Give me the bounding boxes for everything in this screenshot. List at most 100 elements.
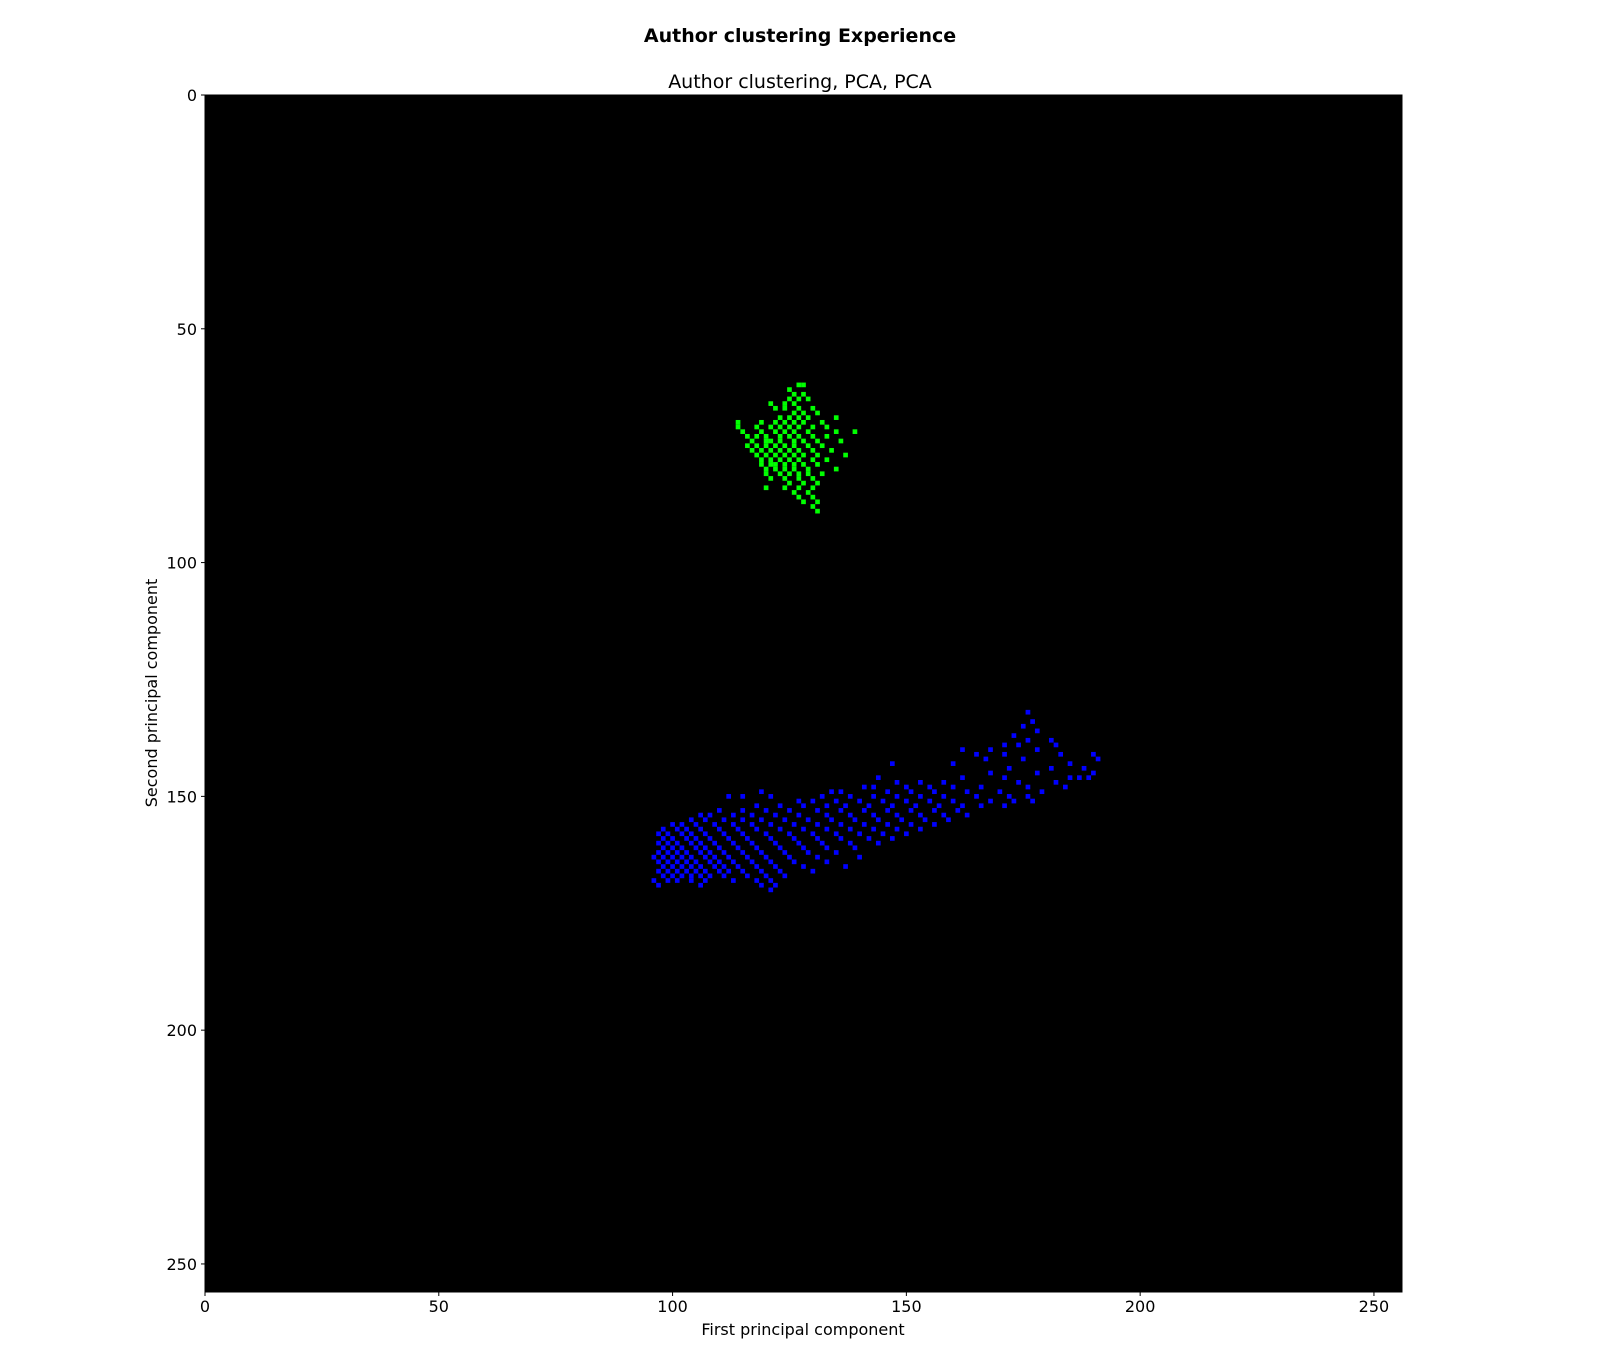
data-point-series-1 xyxy=(707,873,713,879)
data-point-series-0 xyxy=(773,443,778,449)
data-point-series-0 xyxy=(763,466,769,472)
data-point-series-1 xyxy=(861,784,867,790)
data-point-series-1 xyxy=(656,831,661,837)
data-point-series-0 xyxy=(801,419,806,425)
data-point-series-1 xyxy=(918,780,923,785)
data-point-series-1 xyxy=(712,840,717,846)
data-point-series-1 xyxy=(674,868,680,874)
data-point-series-0 xyxy=(805,415,811,420)
data-point-series-1 xyxy=(768,887,774,893)
data-point-series-1 xyxy=(894,780,900,785)
data-point-series-1 xyxy=(791,822,797,827)
data-point-series-1 xyxy=(768,878,774,883)
data-point-series-1 xyxy=(712,854,717,860)
data-point-series-1 xyxy=(693,822,699,827)
data-point-series-1 xyxy=(908,789,914,795)
data-point-series-1 xyxy=(735,826,741,832)
data-point-series-1 xyxy=(1006,765,1012,771)
data-point-series-1 xyxy=(787,831,792,837)
data-point-series-1 xyxy=(702,831,708,837)
data-point-series-1 xyxy=(679,854,685,860)
data-point-series-1 xyxy=(810,831,816,837)
data-point-series-1 xyxy=(674,878,680,883)
data-point-series-1 xyxy=(763,808,769,813)
data-point-series-1 xyxy=(740,831,746,837)
data-point-series-0 xyxy=(815,480,820,486)
data-point-series-1 xyxy=(707,812,713,818)
data-point-series-1 xyxy=(955,808,961,813)
data-point-series-1 xyxy=(702,817,708,823)
data-point-series-1 xyxy=(1034,770,1040,776)
data-point-series-1 xyxy=(768,859,774,865)
data-point-series-1 xyxy=(688,840,694,846)
data-point-series-1 xyxy=(702,845,708,851)
data-point-series-0 xyxy=(801,438,806,444)
data-point-series-1 xyxy=(978,784,984,790)
data-point-series-1 xyxy=(843,864,848,869)
data-point-series-0 xyxy=(782,405,788,411)
data-point-series-1 xyxy=(871,794,876,799)
data-point-series-0 xyxy=(796,471,802,477)
data-point-series-0 xyxy=(815,462,820,467)
data-point-series-1 xyxy=(721,817,727,823)
data-point-series-1 xyxy=(833,831,839,837)
data-point-series-1 xyxy=(829,789,834,795)
data-point-series-0 xyxy=(810,494,816,500)
data-point-series-0 xyxy=(791,401,797,406)
data-point-series-1 xyxy=(782,873,788,879)
data-point-series-0 xyxy=(787,387,792,392)
data-point-series-1 xyxy=(693,845,699,851)
data-point-series-1 xyxy=(777,868,783,874)
data-point-series-0 xyxy=(791,490,797,495)
data-point-series-1 xyxy=(749,822,755,827)
data-point-series-1 xyxy=(670,836,675,841)
data-point-series-1 xyxy=(698,864,703,869)
data-point-series-1 xyxy=(754,826,760,832)
data-point-series-1 xyxy=(875,840,881,846)
data-point-series-1 xyxy=(768,794,774,799)
data-point-series-0 xyxy=(749,438,755,444)
data-point-series-0 xyxy=(777,448,783,453)
data-point-series-1 xyxy=(908,822,914,827)
data-point-series-0 xyxy=(759,448,764,453)
data-point-series-0 xyxy=(768,401,774,406)
data-point-series-0 xyxy=(833,466,839,472)
data-point-series-1 xyxy=(679,864,685,869)
data-point-series-1 xyxy=(960,803,965,809)
data-point-series-1 xyxy=(866,836,872,841)
data-point-series-0 xyxy=(815,410,820,416)
data-point-series-0 xyxy=(810,457,816,463)
data-point-series-1 xyxy=(847,840,853,846)
data-point-series-1 xyxy=(801,864,806,869)
data-point-series-0 xyxy=(754,452,760,458)
data-point-series-0 xyxy=(777,433,783,439)
data-point-series-1 xyxy=(740,794,746,799)
data-point-series-0 xyxy=(824,424,830,430)
data-point-series-1 xyxy=(871,812,876,818)
data-point-series-0 xyxy=(801,382,806,388)
data-point-series-1 xyxy=(773,812,778,818)
data-point-series-1 xyxy=(1048,737,1054,743)
data-point-series-0 xyxy=(787,471,792,477)
data-point-series-1 xyxy=(651,878,657,883)
data-point-series-1 xyxy=(1025,709,1031,715)
data-point-series-1 xyxy=(693,836,699,841)
y-axis-ticks: 0 50 100 150 200 250 xyxy=(166,86,205,1274)
x-tick-label: 250 xyxy=(1359,1297,1390,1316)
data-point-series-1 xyxy=(988,770,993,776)
data-point-series-1 xyxy=(702,854,708,860)
data-point-series-1 xyxy=(759,868,764,874)
data-point-series-1 xyxy=(819,794,825,799)
data-point-series-0 xyxy=(810,405,816,411)
data-point-series-0 xyxy=(787,433,792,439)
data-point-series-1 xyxy=(941,780,947,785)
data-point-series-1 xyxy=(833,850,839,855)
data-point-series-1 xyxy=(1025,794,1031,799)
x-tick-label: 100 xyxy=(657,1297,688,1316)
data-point-series-0 xyxy=(787,415,792,420)
data-point-series-0 xyxy=(796,457,802,463)
data-point-series-0 xyxy=(810,433,816,439)
data-point-series-1 xyxy=(759,882,764,888)
data-point-series-0 xyxy=(796,433,802,439)
data-point-series-0 xyxy=(824,433,830,439)
